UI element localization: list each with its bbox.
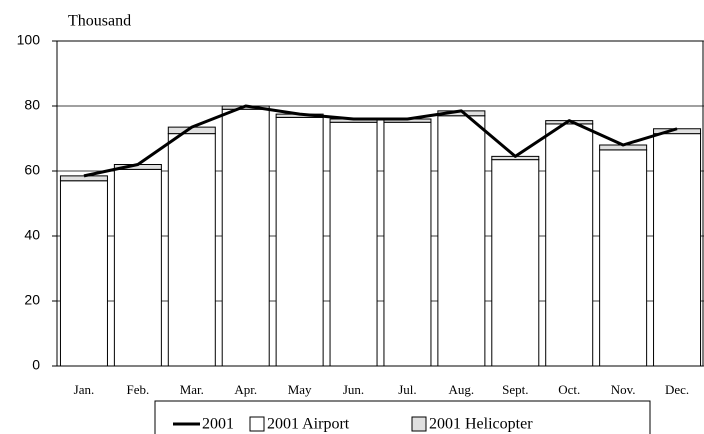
- x-tick-label: Mar.: [180, 382, 204, 397]
- legend-swatch: [411, 416, 427, 432]
- x-tick-label: Jan.: [74, 382, 95, 397]
- y-axis-unit: Thousand: [68, 13, 131, 30]
- x-tick-label: Nov.: [611, 382, 636, 397]
- bar: [653, 133, 702, 367]
- x-tick-label: Dec.: [665, 382, 689, 397]
- bar: [491, 159, 540, 367]
- x-tick-label: Oct.: [558, 382, 580, 397]
- bar: [329, 121, 378, 367]
- x-tick-label: Jun.: [343, 382, 364, 397]
- bar: [167, 133, 216, 367]
- bar: [383, 121, 432, 367]
- bar: [221, 108, 270, 367]
- bar: [437, 115, 486, 367]
- legend: 2001 2001 Airport 2001 Helicopter: [154, 400, 651, 434]
- x-tick-label: Sept.: [502, 382, 528, 397]
- bar: [113, 168, 162, 367]
- legend-label: 2001: [202, 416, 234, 433]
- bar: [59, 180, 108, 367]
- y-tick-label: 100: [17, 32, 41, 48]
- x-tick-label: Jul.: [398, 382, 416, 397]
- y-tick-label: 0: [32, 357, 40, 373]
- x-tick-label: Aug.: [449, 382, 475, 397]
- line-series: [83, 104, 678, 178]
- y-tick-label: 20: [24, 292, 40, 308]
- bar: [545, 123, 594, 367]
- legend-label: 2001 Airport: [267, 416, 350, 433]
- bar: [275, 116, 324, 367]
- y-tick-label: 80: [24, 97, 40, 113]
- x-tick-label: Feb.: [127, 382, 150, 397]
- legend-swatch: [249, 416, 265, 432]
- x-tick-label: Apr.: [234, 382, 257, 397]
- bar: [599, 149, 648, 367]
- bar: [59, 175, 108, 182]
- legend-box: [154, 400, 651, 434]
- y-tick-label: 40: [24, 227, 40, 243]
- y-tick-label: 60: [24, 162, 40, 178]
- legend-label: 2001 Helicopter: [429, 416, 533, 433]
- x-tick-label: May: [288, 382, 312, 397]
